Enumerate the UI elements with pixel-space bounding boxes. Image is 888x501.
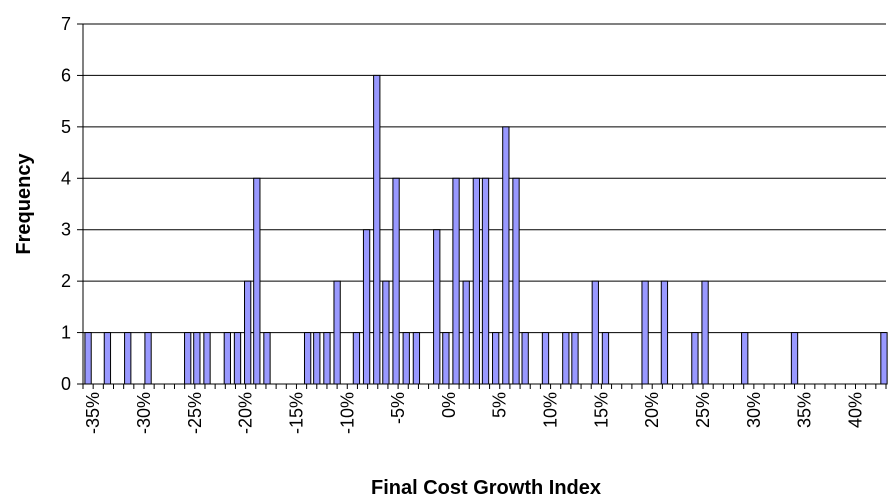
- histogram-bar: [562, 332, 570, 385]
- x-axis-title: Final Cost Growth Index: [371, 477, 601, 499]
- y-tick-label: 4: [61, 168, 71, 188]
- histogram-bar: [233, 332, 242, 385]
- histogram-bar: [382, 280, 390, 385]
- x-tick-label: 30%: [744, 392, 764, 428]
- histogram-bar: [303, 332, 312, 385]
- histogram-bar: [184, 332, 192, 385]
- histogram-bar: [373, 74, 381, 385]
- histogram-bar: [412, 332, 421, 385]
- x-tick-label: 5%: [490, 392, 510, 418]
- histogram-bar: [402, 332, 410, 385]
- histogram-bar: [84, 332, 92, 385]
- histogram-bar: [701, 280, 709, 385]
- histogram-bar: [481, 177, 490, 385]
- y-tick-label: 1: [61, 323, 71, 343]
- x-tick-label: 0%: [439, 392, 459, 418]
- x-tick-label: 35%: [795, 392, 815, 428]
- histogram-bar: [880, 332, 888, 385]
- histogram-bar: [144, 332, 152, 385]
- histogram-bar: [392, 177, 400, 385]
- histogram-bar: [333, 280, 341, 385]
- x-tick-label: -20%: [236, 392, 256, 434]
- y-axis-ticks: 0 1 2 3 4 5 6 7: [61, 14, 83, 394]
- x-tick-label: -5%: [388, 392, 408, 424]
- histogram-bar: [462, 280, 470, 385]
- histogram-bar: [442, 332, 450, 385]
- histogram-bar: [244, 280, 252, 385]
- x-tick-label: -35%: [83, 392, 103, 434]
- histogram-bar: [601, 332, 610, 385]
- x-axis-ticks: -35% -30% -25% -20% -15% -10% -5% 0% 5% 10% 15% 20%…: [82, 384, 887, 434]
- x-tick-label: 15%: [591, 392, 611, 428]
- histogram-bar: [790, 332, 799, 385]
- histogram-bar: [472, 177, 481, 385]
- y-tick-label: 6: [61, 65, 71, 85]
- histogram-bar: [203, 332, 211, 385]
- histogram-bar: [512, 177, 520, 385]
- y-tick-label: 3: [61, 220, 71, 240]
- histogram-bar: [571, 332, 579, 385]
- y-tick-label: 5: [61, 117, 71, 137]
- histogram-bar: [591, 280, 599, 385]
- histogram-bar: [492, 332, 500, 385]
- x-tick-label: -15%: [286, 392, 306, 434]
- x-tick-label: -10%: [337, 392, 357, 434]
- histogram-bar: [641, 280, 649, 385]
- histogram-bar: [124, 332, 132, 385]
- histogram-bar: [502, 126, 510, 385]
- histogram-bar: [521, 332, 529, 385]
- histogram-bar: [691, 332, 699, 385]
- x-tick-label: 25%: [693, 392, 713, 428]
- histogram-bars: [84, 74, 888, 385]
- histogram-bar: [433, 229, 441, 385]
- histogram-bar: [253, 177, 261, 385]
- histogram-bar: [741, 332, 749, 385]
- histogram-bar: [660, 280, 669, 385]
- histogram-bar: [362, 229, 371, 385]
- x-tick-label: -25%: [185, 392, 205, 434]
- x-tick-label: 20%: [642, 392, 662, 428]
- x-tick-label: 40%: [846, 392, 866, 428]
- y-axis-title: Frequency: [13, 153, 35, 255]
- histogram-bar: [323, 332, 331, 385]
- histogram-bar: [193, 332, 201, 385]
- histogram-bar: [103, 332, 112, 385]
- histogram-bar: [313, 332, 321, 385]
- y-tick-label: 2: [61, 271, 71, 291]
- histogram-bar: [541, 332, 550, 385]
- y-tick-label: 0: [61, 374, 71, 394]
- histogram-bar: [263, 332, 271, 385]
- histogram-bar: [452, 177, 460, 385]
- histogram-bar: [223, 332, 231, 385]
- y-tick-label: 7: [61, 14, 71, 34]
- x-tick-label: -30%: [134, 392, 154, 434]
- x-tick-label: 10%: [541, 392, 561, 428]
- histogram-bar: [352, 332, 361, 385]
- axes: [82, 24, 886, 385]
